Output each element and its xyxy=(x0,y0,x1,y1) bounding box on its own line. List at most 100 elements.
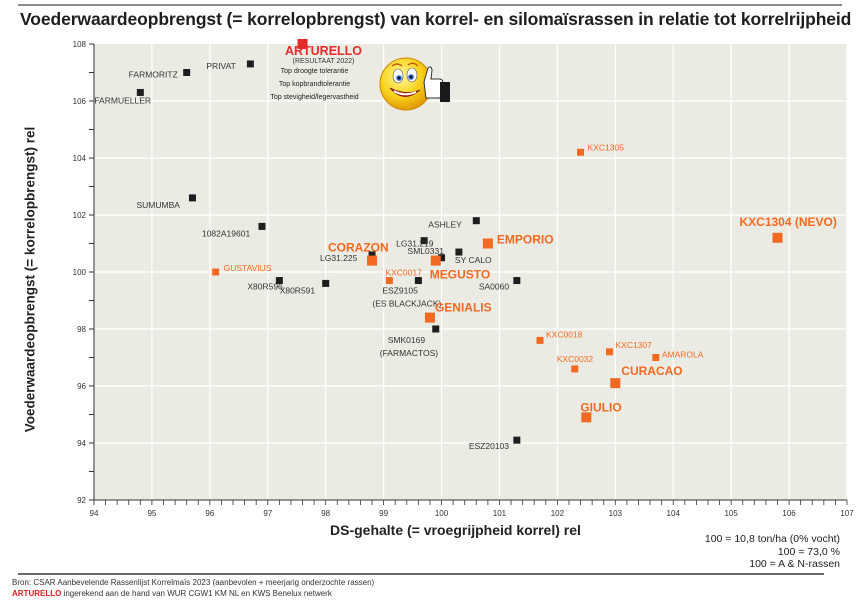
data-point xyxy=(513,277,521,285)
data-label: SML0331 xyxy=(408,246,445,256)
x-tick-label: 101 xyxy=(493,509,507,518)
data-label: LG31.219 xyxy=(396,239,434,249)
data-label: AMAROLA xyxy=(662,350,704,360)
data-label: KXC1304 (NEVO) xyxy=(739,215,836,229)
data-point xyxy=(246,60,254,68)
source-line-2: ARTURELLO ingerekend aan de hand van WUR… xyxy=(12,589,374,600)
data-label: GIULIO xyxy=(580,400,621,414)
source-note: Bron: CSAR Aanbevelende Rassenlijst Korr… xyxy=(12,578,374,599)
data-label: ESZ20103 xyxy=(469,441,509,451)
data-point xyxy=(536,336,544,344)
data-label: PRIVAT xyxy=(206,61,235,71)
data-label: EMPORIO xyxy=(497,233,554,247)
callout-line: Top droogte tolerantie xyxy=(280,68,349,75)
x-tick-label: 95 xyxy=(147,509,156,518)
data-label: KXC1307 xyxy=(616,340,653,350)
data-point xyxy=(367,255,378,266)
y-tick-label: 108 xyxy=(73,40,87,49)
callout-name: ARTURELLO xyxy=(284,44,363,58)
data-point xyxy=(258,222,266,230)
x-tick-label: 96 xyxy=(205,509,214,518)
callout-subtitle: (RESULTAAT 2022) xyxy=(292,58,355,65)
y-tick-label: 106 xyxy=(73,97,87,106)
data-label: KXC0018 xyxy=(546,329,583,339)
y-tick-label: 96 xyxy=(77,382,86,391)
y-axis-label: Voederwaardeopbrengst (= korrelopbrengst… xyxy=(22,126,38,433)
data-point xyxy=(297,39,308,49)
data-label: (ES BLACKJACK) xyxy=(372,299,441,309)
source-line-1: Bron: CSAR Aanbevelende Rassenlijst Korr… xyxy=(12,578,375,587)
data-point xyxy=(772,232,783,243)
data-label: CURACAO xyxy=(621,364,682,378)
y-tick-label: 92 xyxy=(77,496,86,505)
gridlines xyxy=(94,44,848,500)
y-tick-label: 104 xyxy=(73,154,87,163)
data-points xyxy=(136,39,783,444)
y-tick-label: 100 xyxy=(73,268,87,277)
x-tick-label: 103 xyxy=(609,509,623,518)
x-tick-label: 99 xyxy=(379,509,388,518)
data-point xyxy=(472,217,480,225)
data-label: X80R596 xyxy=(247,282,283,292)
data-point xyxy=(368,251,376,259)
data-label: X80R591 xyxy=(280,285,316,295)
data-label: SY CALO xyxy=(455,255,492,265)
reference-notes: 100 = 10,8 ton/ha (0% vocht) 100 = 73,0 … xyxy=(705,533,840,571)
y-tick-label: 94 xyxy=(77,439,86,448)
data-point xyxy=(385,277,393,285)
data-point xyxy=(275,277,283,285)
note-reference: 100 = A & N-rassen xyxy=(749,558,840,570)
x-tick-label: 107 xyxy=(840,509,854,518)
x-tick-label: 94 xyxy=(90,509,99,518)
source-highlight: ARTURELLO xyxy=(12,588,62,598)
data-label: SUMUMBA xyxy=(136,200,180,210)
x-tick-label: 104 xyxy=(667,509,681,518)
data-point xyxy=(414,277,422,285)
data-label: 1082A19601 xyxy=(202,228,250,238)
data-label: (FARMACTOS) xyxy=(380,348,439,358)
data-point xyxy=(322,279,330,287)
data-point xyxy=(188,194,196,202)
data-point xyxy=(136,88,144,96)
data-point xyxy=(183,69,191,76)
data-point xyxy=(610,378,621,389)
x-tick-label: 106 xyxy=(782,509,796,518)
note-yield: 100 = 10,8 ton/ha (0% vocht) xyxy=(704,533,840,545)
top-rule xyxy=(18,4,842,6)
data-label: FARMUELLER xyxy=(94,95,151,105)
note-ds: 100 = 73,0 % xyxy=(777,545,840,558)
data-label: KXC1305 xyxy=(588,142,625,152)
data-label: FARMORITZ xyxy=(129,70,178,80)
smiley-thumbs-up-icon xyxy=(379,57,450,111)
data-point xyxy=(432,325,440,333)
y-tick-label: 98 xyxy=(77,325,86,334)
data-label: LG31.225 xyxy=(320,253,358,263)
callout-line: Top stevigheid/legervastheid xyxy=(270,94,359,101)
data-point xyxy=(424,312,435,323)
data-label: MEGUSTO xyxy=(430,268,490,282)
data-label: GUSTAVIUS xyxy=(224,263,272,273)
data-point xyxy=(420,237,428,245)
x-tick-label: 97 xyxy=(263,509,272,518)
data-label: ESZ9105 xyxy=(382,286,418,296)
data-label: ASHLEY xyxy=(428,220,462,230)
data-point xyxy=(482,238,493,249)
data-label: SA0060 xyxy=(479,282,510,292)
data-point xyxy=(438,254,446,262)
source-line-2-text: ingerekend aan de hand van WUR CGW1 KM N… xyxy=(61,588,332,598)
data-label: KXC0032 xyxy=(557,354,594,364)
data-point xyxy=(606,348,614,356)
arturello-callout: ARTURELLO (RESULTAAT 2022) Top droogte t… xyxy=(262,44,367,104)
data-point xyxy=(581,412,592,423)
data-point xyxy=(212,268,220,276)
chart-title: Voederwaardeopbrengst (= korrelopbrengst… xyxy=(20,9,852,29)
x-tick-label: 98 xyxy=(321,509,330,518)
axes: 92 94 96 98 100 102 104 106 108 94 95 96 97 98 99 100 10… xyxy=(73,40,855,518)
x-tick-label: 105 xyxy=(724,509,738,518)
data-point xyxy=(571,365,579,373)
bottom-rule xyxy=(18,573,824,575)
callout-line: Top kopbrandtolerantie xyxy=(278,81,351,88)
data-label: SMK0169 xyxy=(388,335,426,345)
data-labels: FARMUELLER FARMORITZ PRIVAT SUMUMBA 1082A196… xyxy=(94,61,837,451)
